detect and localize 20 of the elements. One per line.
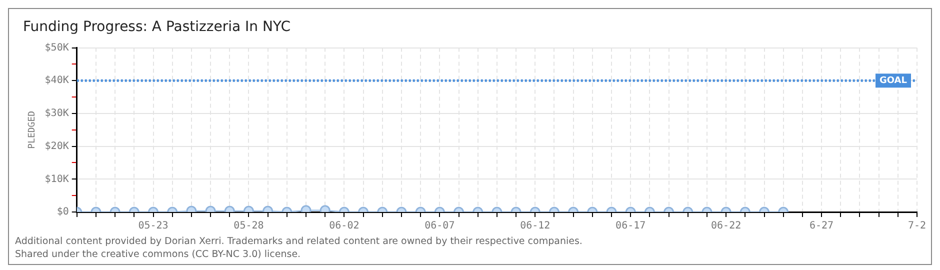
y-tick-label: $50K [44, 42, 69, 54]
ref-line-label: GOAL [880, 76, 908, 86]
x-tick-label: 05-28 [234, 220, 264, 232]
y-axis-title: PLEDGED [28, 110, 38, 149]
x-tick-label: 6-27 [809, 220, 834, 232]
y-tick-label: $0 [56, 206, 69, 218]
y-tick-label: $20K [44, 140, 69, 152]
x-tick-label: 06-22 [711, 220, 742, 232]
x-tick-label: 06-17 [616, 220, 646, 232]
x-tick-label: 05-23 [138, 220, 168, 232]
text: Additional content provided by Dorian Xerri. Trademarks and related content are owned by their respective companies. [15, 235, 584, 248]
chart-title: Funding Progress: A Pastizzeria In NYC [23, 19, 291, 36]
x-tick-label: 06-07 [424, 220, 455, 232]
x-tick-label: 7-2 [908, 220, 926, 232]
y-tick-label: $40K [44, 75, 69, 86]
y-tick-label: $30K [44, 108, 69, 120]
x-tick-label: 06-12 [520, 220, 550, 232]
text: Shared under the creative commons (CC BY-NC 3.0) license. [15, 248, 302, 261]
y-tick-label: $10K [44, 174, 69, 185]
x-tick-label: 06-02 [329, 220, 360, 232]
